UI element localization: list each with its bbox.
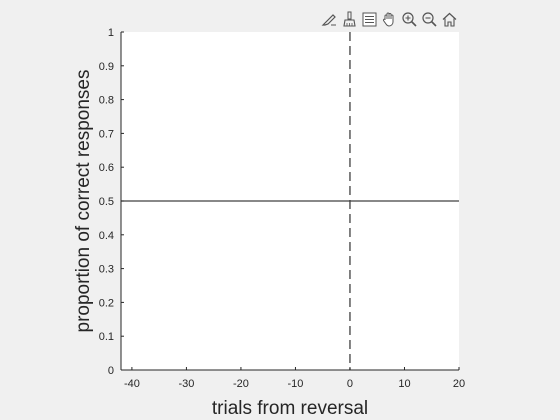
x-tick-label: -30: [178, 378, 194, 390]
axes-toolbar: [320, 9, 459, 29]
reference-lines: [121, 32, 459, 370]
y-tick-label: 0.7: [99, 128, 114, 140]
y-tick-label: 0.2: [99, 297, 114, 309]
y-tick-label: 0: [108, 365, 114, 377]
x-tick-label: 0: [347, 378, 353, 390]
x-tick-label: -40: [124, 378, 140, 390]
data-cursor-icon[interactable]: [340, 10, 359, 29]
pan-hand-icon[interactable]: [380, 10, 399, 29]
y-tick-label: 0.6: [99, 162, 114, 174]
legend-icon[interactable]: [360, 10, 379, 29]
y-tick-label: 0.8: [99, 95, 114, 107]
y-axis-label: proportion of correct responses: [73, 70, 94, 333]
y-tick-label: 0.1: [99, 331, 114, 343]
y-tick-label: 0.3: [99, 264, 114, 276]
y-tick-label: 0.9: [99, 61, 114, 73]
x-tick-label: -10: [287, 378, 303, 390]
home-icon[interactable]: [440, 10, 459, 29]
y-ticks: 0 0.1 0.2 0.3 0.4 0.5 0.6 0.7 0.8 0.9 1: [99, 27, 124, 377]
y-tick-label: 1: [108, 27, 114, 39]
y-tick-label: 0.5: [99, 196, 114, 208]
zoom-in-icon[interactable]: [400, 10, 419, 29]
zoom-out-icon[interactable]: [420, 10, 439, 29]
x-tick-label: -20: [233, 378, 249, 390]
x-axis-label: trials from reversal: [212, 398, 368, 419]
x-tick-label: 10: [398, 378, 410, 390]
x-tick-label: 20: [453, 378, 465, 390]
x-ticks: -40 -30 -20 -10 0 10 20: [124, 367, 465, 390]
y-tick-label: 0.4: [99, 230, 114, 242]
brush-edit-icon[interactable]: [320, 10, 339, 29]
